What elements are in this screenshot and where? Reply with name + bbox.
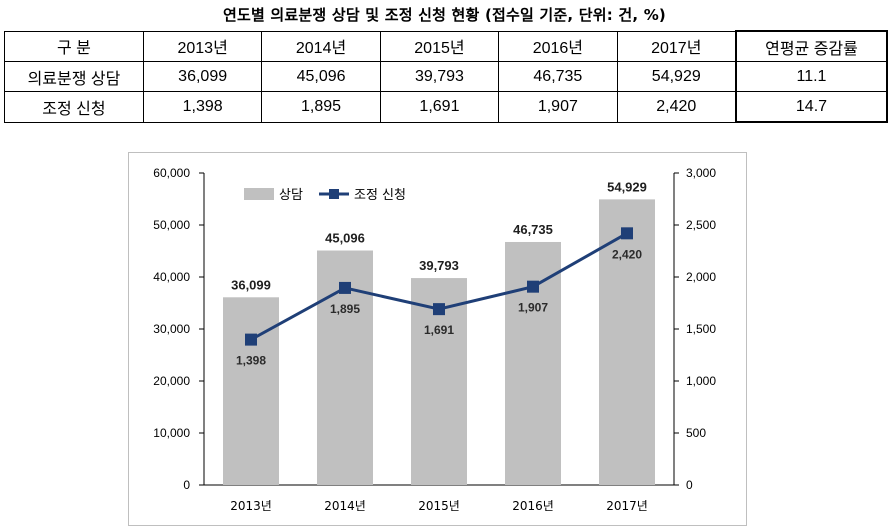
line-data-label: 1,907 [518,301,548,315]
legend-label-bar: 상담 [279,188,303,203]
y-tick-label: 60,000 [153,166,190,180]
line-data-label: 1,895 [330,302,360,316]
combo-chart: 0 10,000 20,000 30,000 40,000 50,000 60,000 0 50… [153,166,716,513]
bar-data-label: 54,929 [607,179,647,194]
table-cell: 1,398 [142,91,263,123]
page-title: 연도별 의료분쟁 상담 및 조정 신청 현황 (접수일 기준, 단위: 건, %… [223,6,666,24]
bar [223,297,279,485]
y2-tick-label: 1,000 [686,374,716,388]
line-point [245,333,257,346]
legend-swatch-bar [244,188,274,200]
table-cell: 46,735 [498,61,618,92]
table-header-cell: 구 분 [4,30,144,62]
table-header-row: 구 분 2013년 2014년 2015년 2016년 2017년 연평균 증감… [4,30,889,62]
summary-table: 구 분 2013년 2014년 2015년 2016년 2017년 연평균 증감… [4,30,889,123]
table-header-cell: 2013년 [142,30,263,62]
y2-tick-label: 3,000 [686,166,716,180]
line-point [621,227,633,240]
table-cell: 54,929 [616,61,737,92]
table-header-cell: 2016년 [498,30,618,62]
x-tick-label: 2013년 [230,499,272,513]
y-tick-label: 20,000 [153,374,190,388]
table-cell: 1,895 [261,91,381,123]
bar-data-label: 46,735 [513,222,553,237]
line-point [339,281,351,294]
table-cell: 2,420 [616,91,737,123]
y-tick-label: 0 [183,478,190,492]
y-tick-label: 40,000 [153,270,190,284]
y2-tick-label: 0 [686,478,693,492]
y-tick-label: 30,000 [153,322,190,336]
bar [505,241,561,485]
table-row: 조정 신청 1,398 1,895 1,691 1,907 2,420 14.7 [4,91,889,123]
table-header-cell: 2015년 [379,30,500,62]
line-data-label: 1,398 [236,354,266,368]
table-cell-growth: 11.1 [734,61,889,92]
legend-label-line: 조정 신청 [354,188,406,203]
line-data-label: 2,420 [612,247,642,261]
y-tick-label: 10,000 [153,426,190,440]
table-cell: 45,096 [261,61,381,92]
x-tick-label: 2015년 [418,499,460,513]
bar-data-label: 39,793 [419,258,459,273]
table-cell: 조정 신청 [4,91,144,123]
legend-marker-line [329,189,339,199]
y2-tick-label: 1,500 [686,322,716,336]
table-cell: 39,793 [379,61,500,92]
table-row: 의료분쟁 상담 36,099 45,096 39,793 46,735 54,9… [4,61,889,92]
table-header-cell: 2017년 [616,30,737,62]
bar-data-label: 36,099 [231,277,271,292]
table-header-cell-growth: 연평균 증감률 [734,30,889,62]
table-cell-growth: 14.7 [734,91,889,123]
bar [599,199,655,485]
y-tick-label: 50,000 [153,218,190,232]
x-tick-label: 2014년 [324,499,366,513]
bar-data-label: 45,096 [325,231,365,246]
y2-tick-label: 500 [686,426,706,440]
table-cell: 의료분쟁 상담 [4,61,144,92]
x-tick-label: 2016년 [512,499,554,513]
table-header-cell: 2014년 [261,30,381,62]
y2-tick-label: 2,000 [686,270,716,284]
line-point [527,280,539,293]
table-cell: 1,907 [498,91,618,123]
chart-container: 0 10,000 20,000 30,000 40,000 50,000 60,000 0 50… [128,152,747,526]
table-cell: 1,691 [379,91,500,123]
line-data-label: 1,691 [424,323,454,337]
line-point [433,303,445,316]
x-tick-label: 2017년 [606,499,648,513]
table-cell: 36,099 [142,61,263,92]
y2-tick-label: 2,500 [686,218,716,232]
